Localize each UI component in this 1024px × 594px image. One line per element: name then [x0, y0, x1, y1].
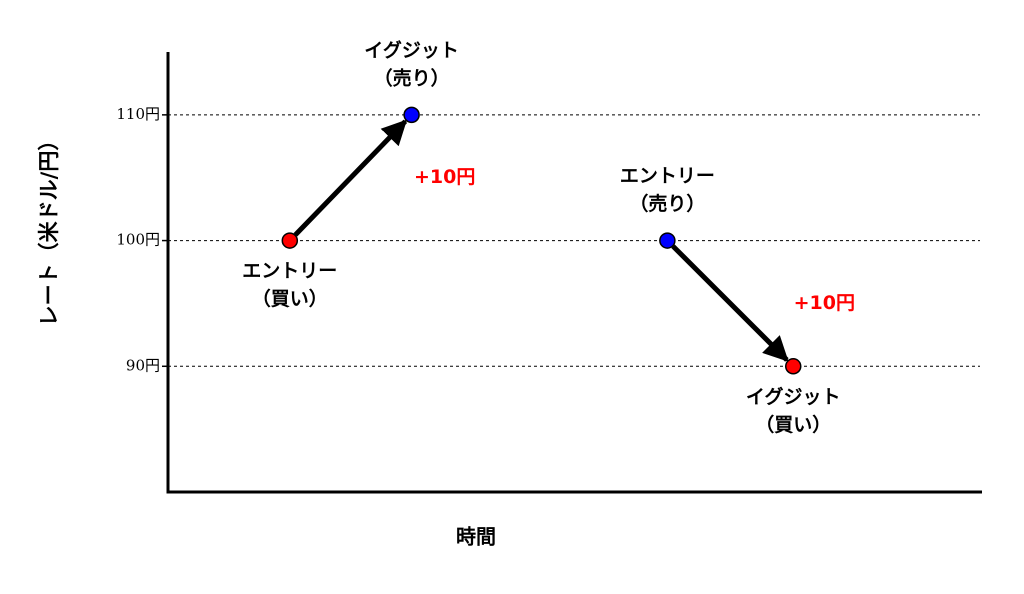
y-tick-label: 100円	[116, 231, 160, 249]
point-label: （売り）	[374, 66, 450, 89]
point-label: （買い）	[755, 413, 831, 436]
price-point	[784, 358, 802, 375]
trade-arrow	[293, 119, 408, 237]
price-point	[659, 232, 676, 249]
y-tick-label: 110円	[116, 105, 160, 123]
gain-label: +10円	[794, 292, 855, 314]
point-label: イグジット	[364, 38, 459, 61]
point-label: （売り）	[629, 192, 705, 215]
point-label: （買い）	[252, 287, 328, 310]
price-point	[403, 106, 420, 124]
point-label: エントリー	[620, 165, 715, 187]
point-label: イグジット	[746, 385, 841, 408]
y-axis-label: レート（米ドル/円）	[37, 130, 61, 327]
price-point	[281, 232, 299, 249]
point-label: エントリー	[242, 260, 337, 282]
gain-label: +10円	[414, 166, 475, 188]
x-axis-label: 時間	[456, 525, 496, 549]
trade-arrow	[671, 244, 789, 362]
y-tick-label: 90円	[126, 356, 160, 374]
